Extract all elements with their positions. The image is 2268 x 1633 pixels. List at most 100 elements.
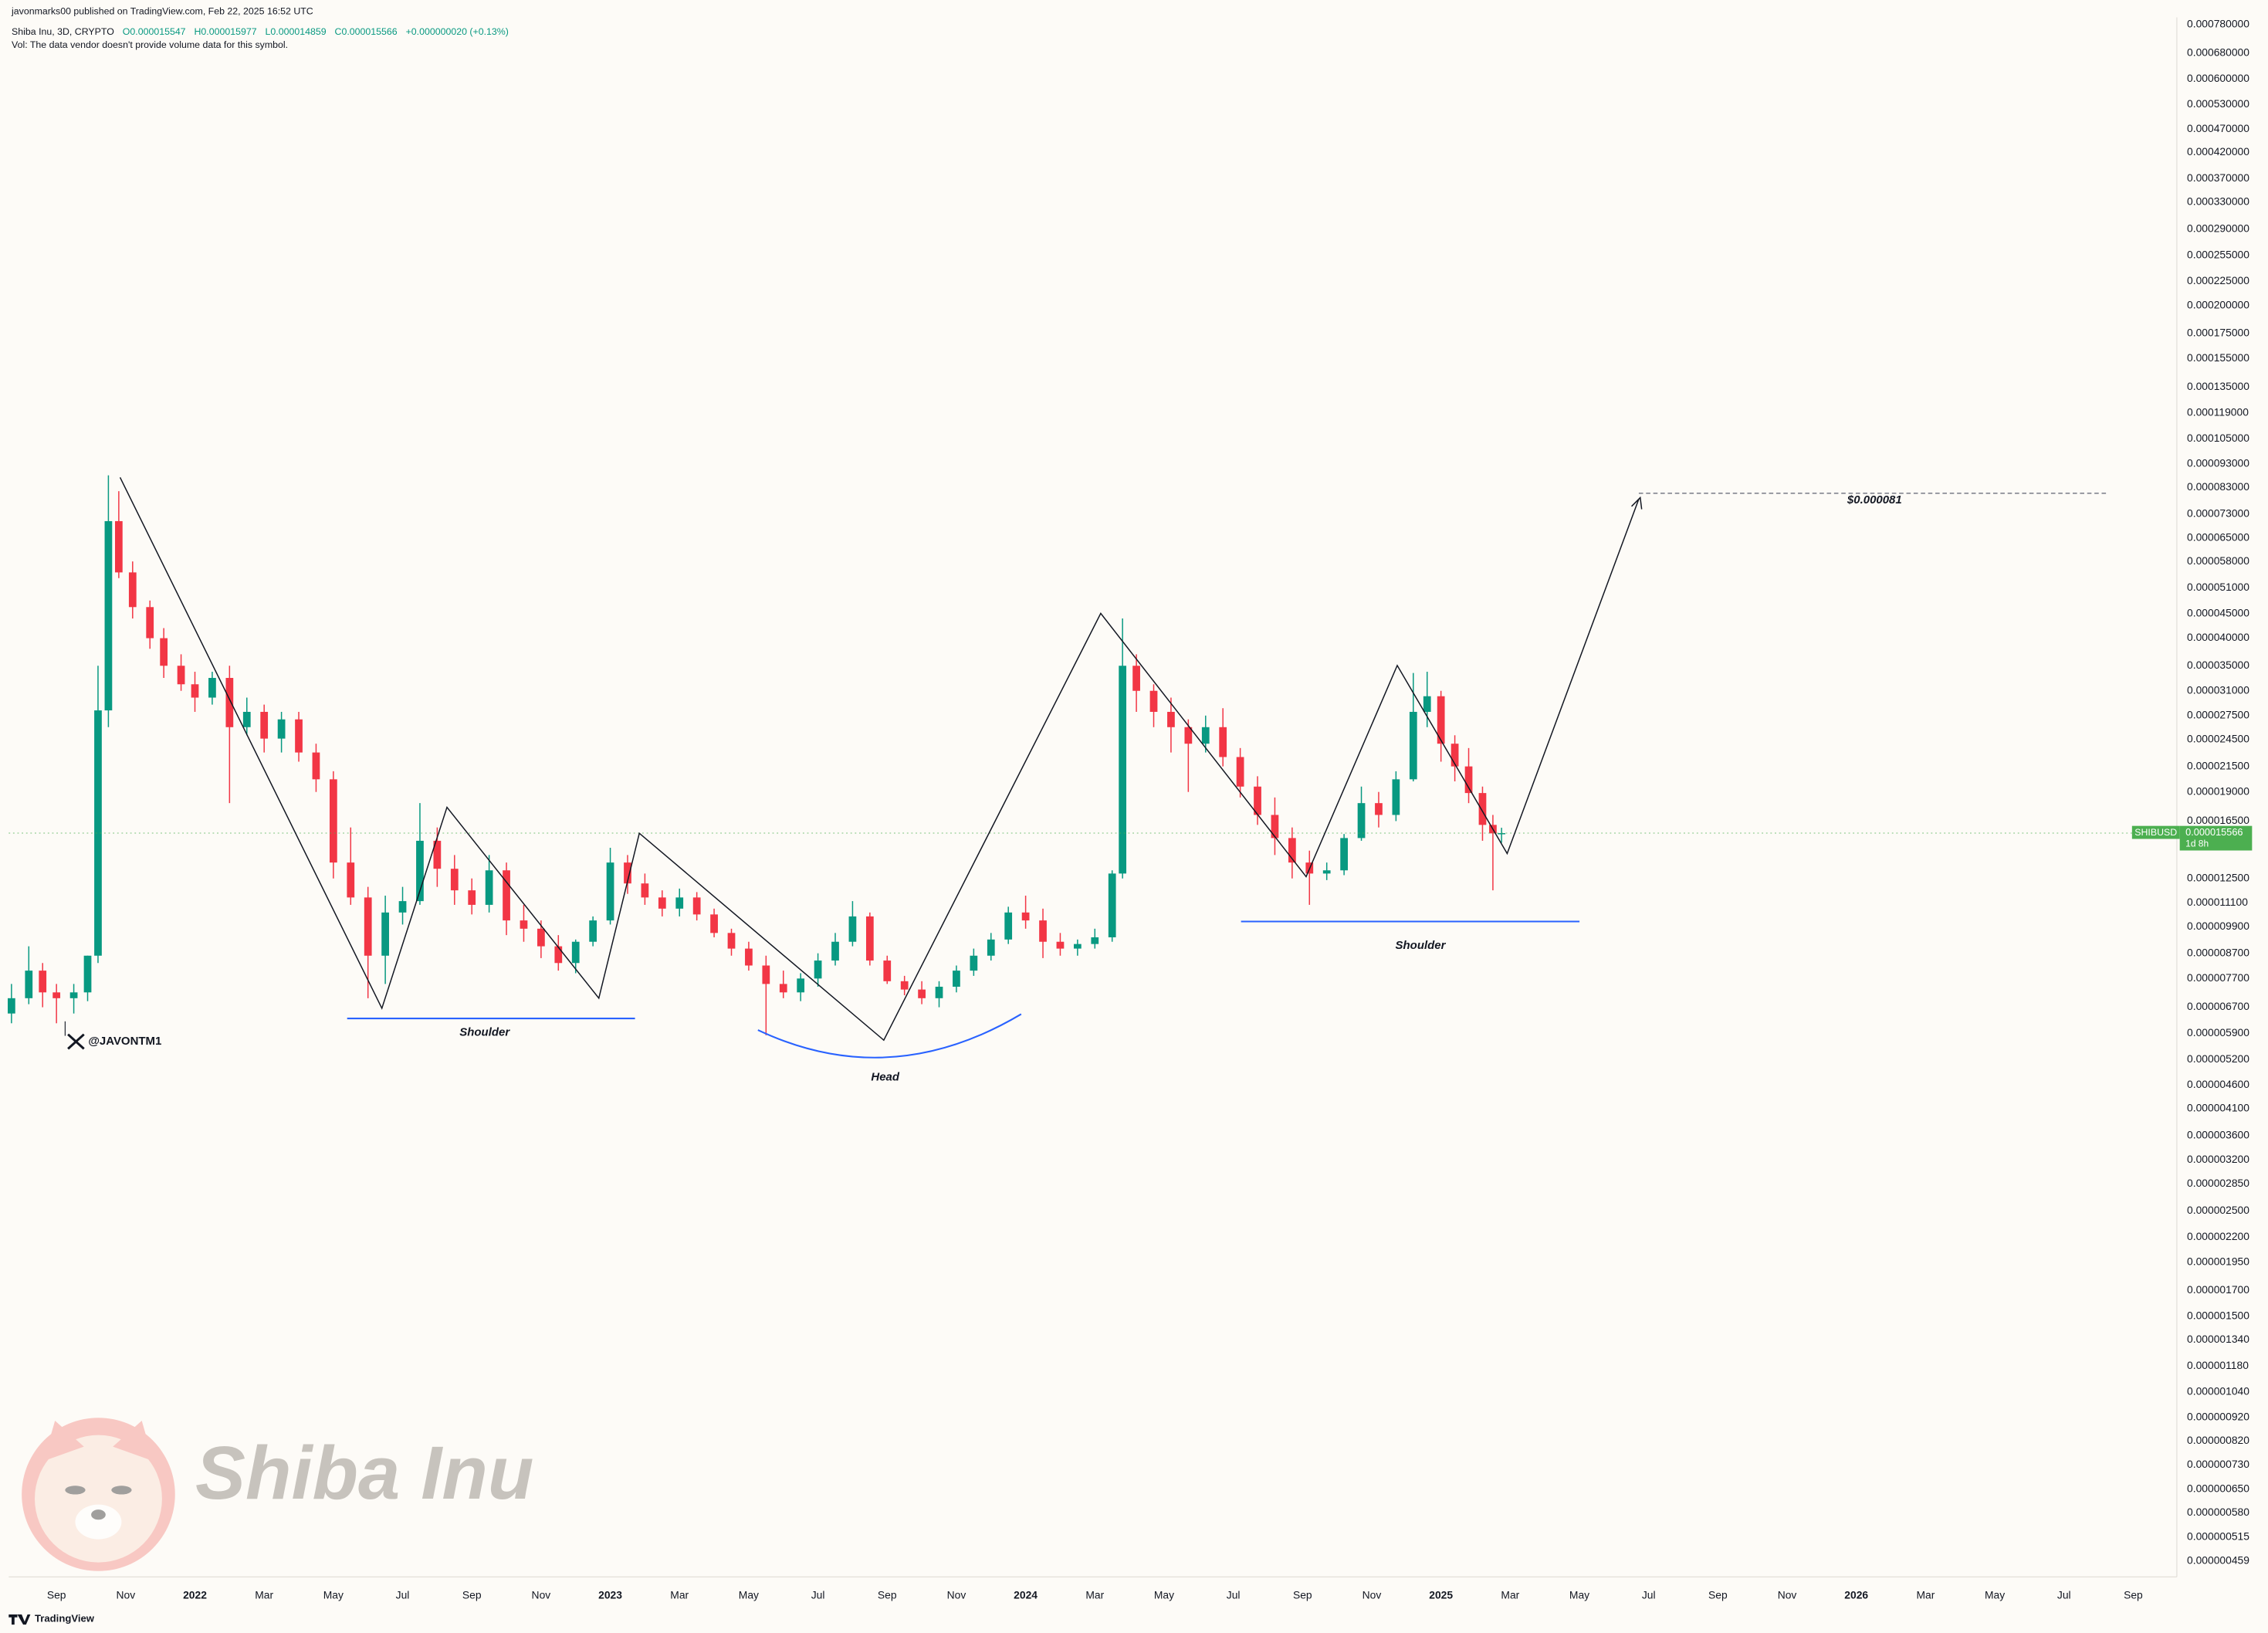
y-tick-label: 0.000006700	[2187, 1000, 2249, 1012]
candle-body	[503, 870, 510, 921]
y-tick-label: 0.000255000	[2187, 249, 2249, 261]
x-tick-label: Nov	[1778, 1588, 1797, 1601]
y-tick-label: 0.000073000	[2187, 507, 2249, 519]
price-badge-countdown: 1d 8h	[2185, 838, 2209, 849]
y-tick-label: 0.000000650	[2187, 1482, 2249, 1494]
candle-body	[797, 978, 805, 993]
y-tick-label: 0.000001340	[2187, 1333, 2249, 1345]
candle-body	[128, 572, 137, 608]
candle-body	[1375, 803, 1383, 815]
symbol-badge	[2131, 825, 2180, 839]
x-tick-label: 2022	[183, 1588, 207, 1601]
y-tick-label: 0.000225000	[2187, 274, 2249, 286]
y-tick-label: 0.000290000	[2187, 222, 2249, 234]
x-tick-label: Mar	[1501, 1588, 1519, 1601]
y-tick-label: 0.000035000	[2187, 659, 2249, 671]
candle-body	[146, 607, 154, 639]
legend-row: Shiba Inu, 3D, CRYPTO O0.000015547 H0.00…	[12, 26, 509, 37]
candle-body	[416, 840, 424, 902]
left-shoulder-label: Shoulder	[459, 1026, 510, 1039]
candle-body	[104, 520, 113, 711]
candle-body	[160, 638, 168, 666]
candle-body	[675, 897, 684, 909]
y-tick-label: 0.000004600	[2187, 1078, 2249, 1090]
volume-note: Vol: The data vendor doesn't provide vol…	[12, 39, 288, 50]
candle-body	[1409, 711, 1417, 780]
candle-body	[918, 989, 926, 998]
candle-body	[1119, 666, 1127, 874]
candle-body	[970, 955, 978, 971]
candle-body	[433, 840, 442, 869]
logo-muzzle	[75, 1504, 122, 1540]
candle-body	[364, 897, 372, 956]
x-tick-label: Jul	[396, 1588, 410, 1601]
y-tick-label: 0.000000820	[2187, 1434, 2249, 1446]
y-tick-label: 0.000009900	[2187, 920, 2249, 932]
symbol-badge-text: SHIBUSD	[2134, 827, 2177, 838]
x-tick-label: Nov	[1362, 1588, 1382, 1601]
y-tick-label: 0.000019000	[2187, 784, 2249, 797]
y-tick-label: 0.000007700	[2187, 971, 2249, 984]
candle-body	[69, 992, 78, 998]
y-tick-label: 0.000093000	[2187, 457, 2249, 469]
y-tick-label: 0.000012500	[2187, 871, 2249, 883]
y-tick-label: 0.000105000	[2187, 432, 2249, 444]
x-tick-label: Jul	[1227, 1588, 1241, 1601]
x-tick-label: Nov	[947, 1588, 966, 1601]
candle-body	[52, 992, 61, 998]
candle-body	[1056, 941, 1065, 949]
y-tick-label: 0.000002500	[2187, 1204, 2249, 1216]
y-tick-label: 0.000000920	[2187, 1410, 2249, 1422]
x-tick-label: Jul	[1642, 1588, 1656, 1601]
candle-body	[1451, 744, 1459, 767]
y-tick-label: 0.000031000	[2187, 683, 2249, 696]
candle-body	[381, 912, 389, 956]
plot-area: 0.000780000 0.000680000 0.000600000 0.00053…	[7, 18, 2249, 1601]
ohlc-low: L0.000014859	[266, 26, 327, 37]
y-tick-label: 0.000008700	[2187, 946, 2249, 958]
y-tick-label: 0.000002200	[2187, 1230, 2249, 1242]
y-tick-label: 0.000021500	[2187, 759, 2249, 771]
x-tick-label: Sep	[1708, 1588, 1728, 1601]
candle-body	[468, 890, 476, 905]
candle-body	[1498, 833, 1506, 835]
x-tick-label: Nov	[532, 1588, 551, 1601]
candle-body	[762, 965, 770, 984]
ohlc-close: C0.000015566	[335, 26, 398, 37]
x-tick-label: Jul	[811, 1588, 825, 1601]
right-shoulder-label: Shoulder	[1396, 939, 1447, 952]
candle-body	[485, 870, 493, 905]
candle-body	[208, 678, 216, 698]
x-tick-label: 2024	[1014, 1588, 1038, 1601]
candle-body	[900, 981, 909, 990]
x-tick-label: 2025	[1429, 1588, 1453, 1601]
candle-body	[1074, 944, 1082, 949]
candle-body	[779, 984, 787, 993]
x-tick-label: May	[323, 1588, 344, 1601]
candle-body	[242, 711, 251, 727]
y-tick-label: 0.000470000	[2187, 122, 2249, 134]
candle-body	[1464, 766, 1473, 794]
head-label: Head	[871, 1071, 899, 1084]
candle-body	[347, 862, 355, 898]
y-tick-label: 0.000135000	[2187, 380, 2249, 392]
tv-logo	[8, 1614, 31, 1625]
price-badge-value: 0.000015566	[2185, 826, 2243, 838]
y-tick-label: 0.000005900	[2187, 1026, 2249, 1038]
candle-body	[191, 684, 199, 698]
head-arc	[757, 1013, 1022, 1059]
candle-body	[177, 666, 185, 685]
candle-body	[312, 752, 320, 780]
candle-body	[1288, 838, 1296, 863]
change: +0.000000020 (+0.13%)	[406, 26, 509, 37]
candle-body	[537, 928, 545, 947]
candle-body	[94, 710, 102, 956]
logo-eye	[111, 1486, 132, 1495]
candle-body	[39, 971, 47, 993]
x-tick-label: Mar	[1085, 1588, 1104, 1601]
y-tick-label: 0.000024500	[2187, 732, 2249, 744]
x-tick-label: 2026	[1844, 1588, 1868, 1601]
y-tick-label: 0.000330000	[2187, 195, 2249, 208]
zigzag	[119, 476, 1640, 1042]
